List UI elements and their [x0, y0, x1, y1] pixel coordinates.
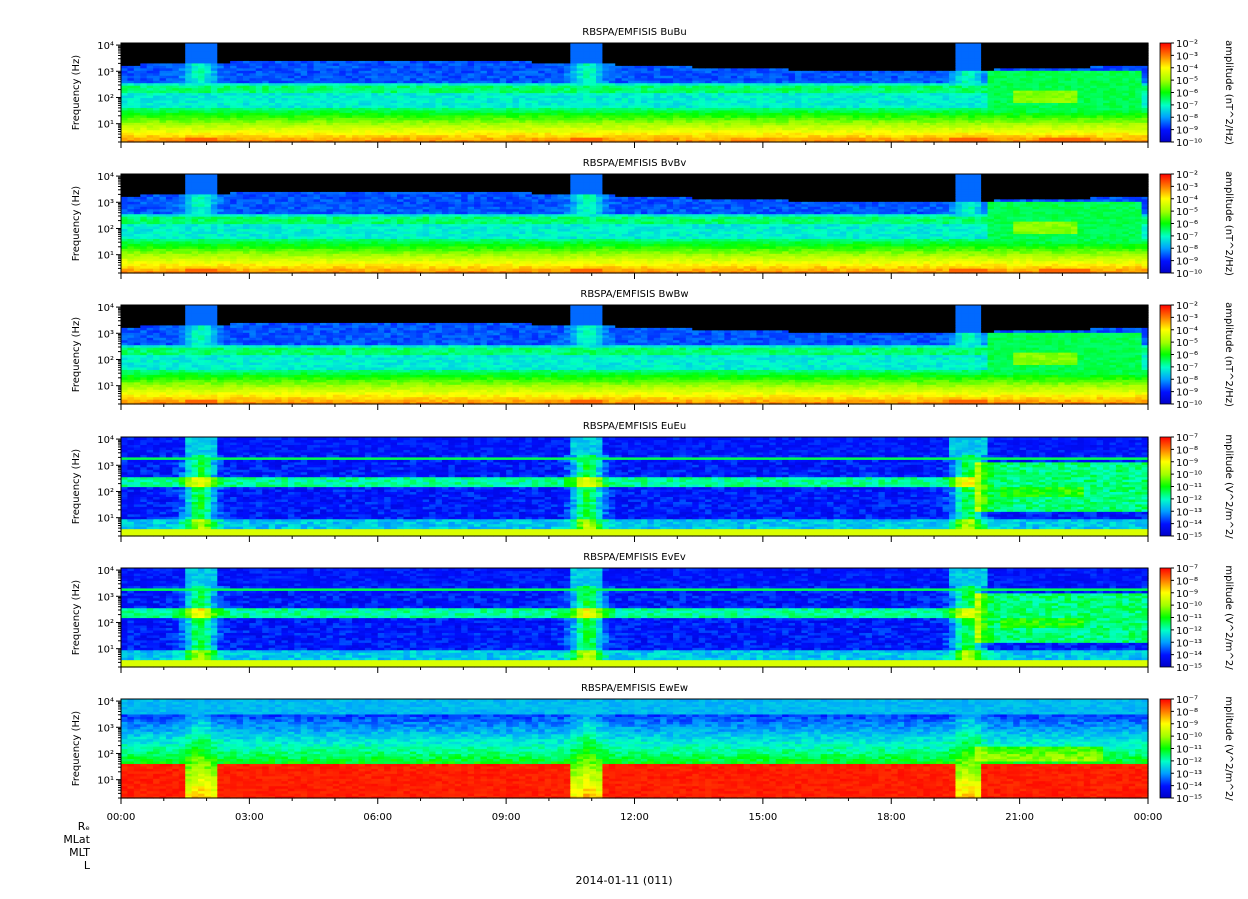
heatmap-cells — [121, 43, 1149, 143]
